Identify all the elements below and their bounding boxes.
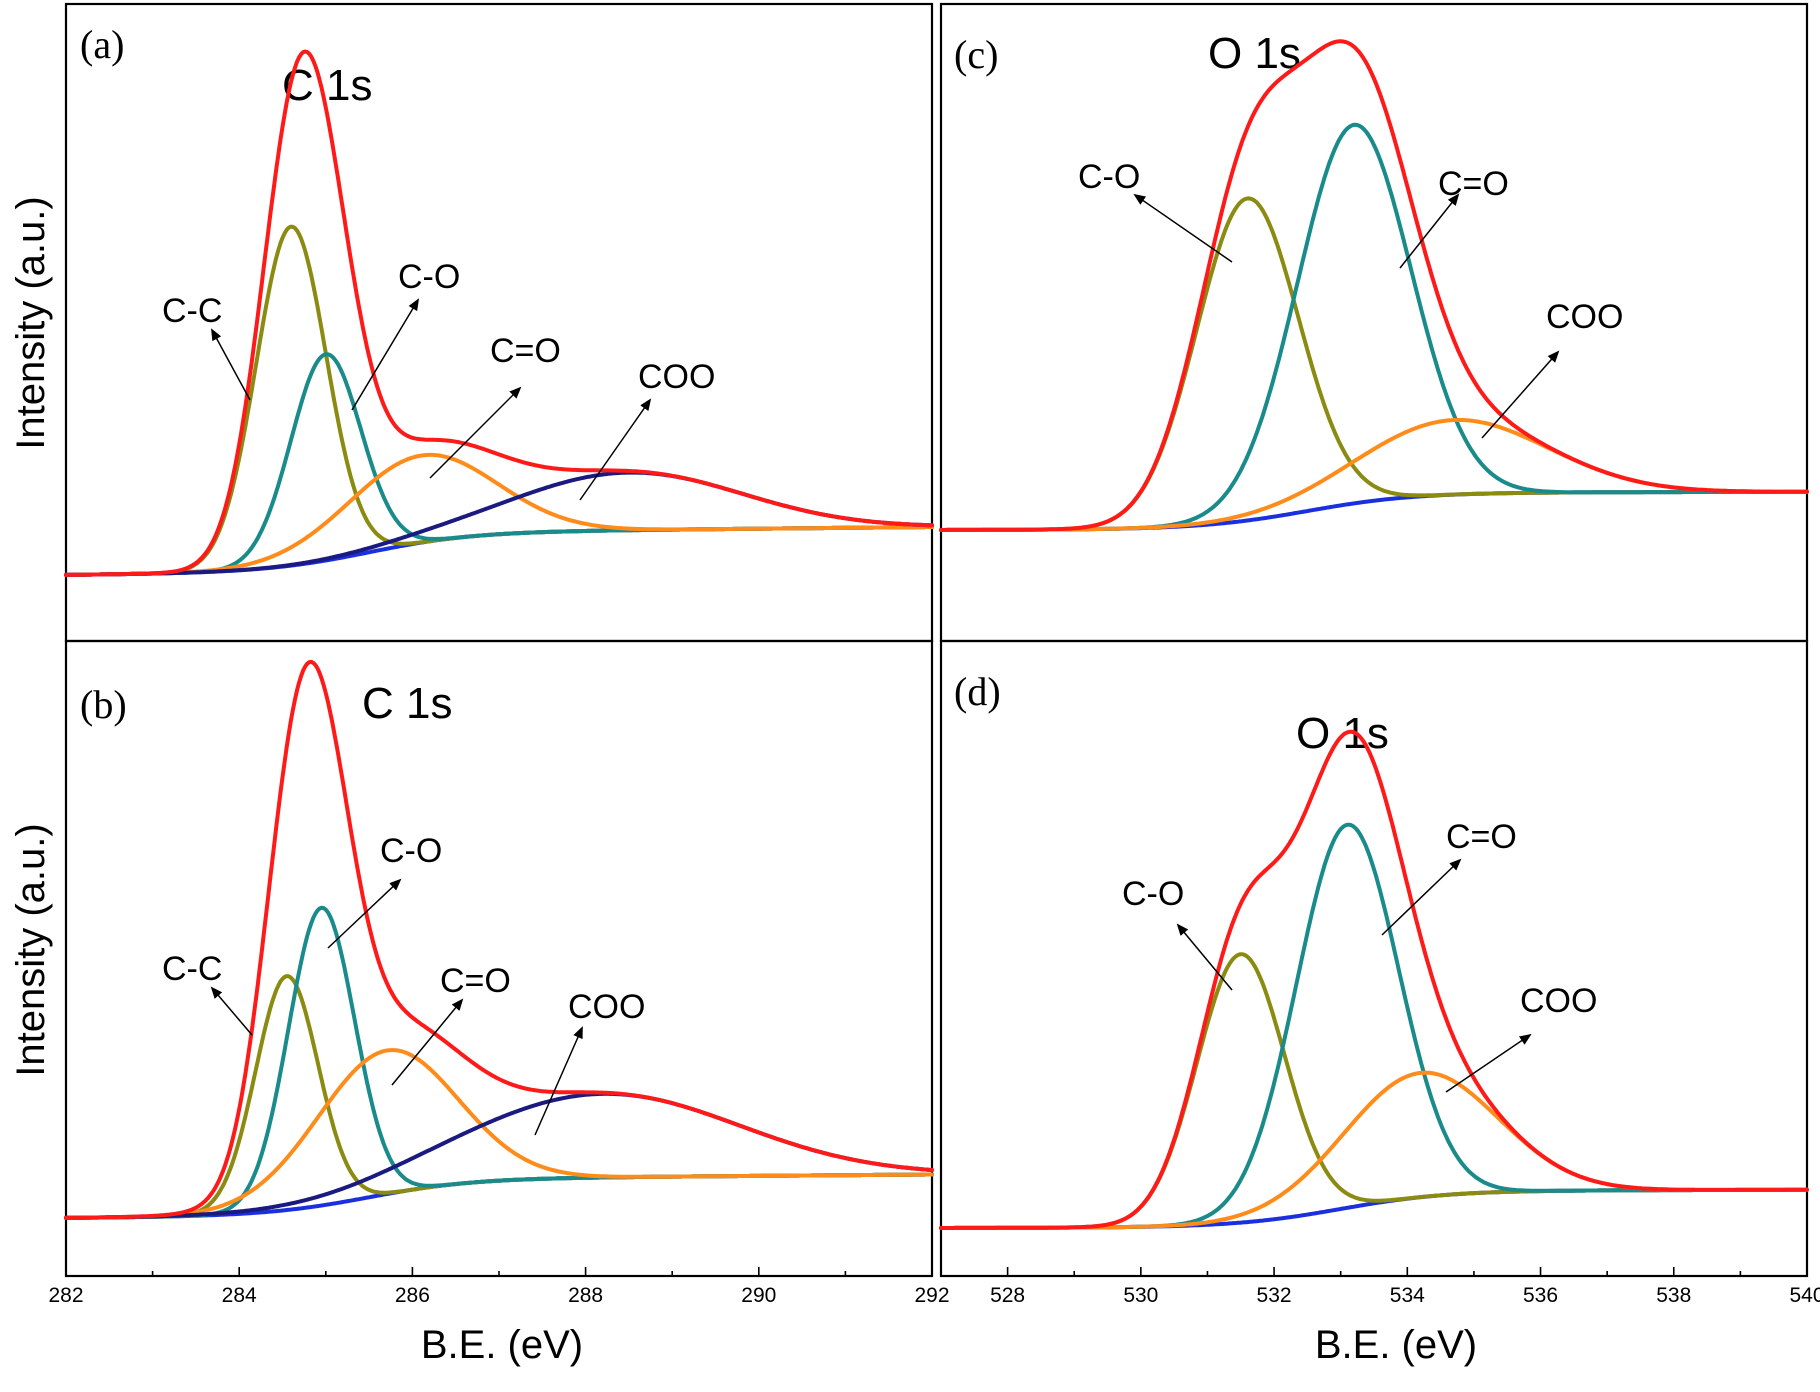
panel-a-label-c-c: C-C [162,292,222,330]
panel-d-annotations: C-O C=O COO [1122,818,1597,1093]
panel-a-curve-c-c [64,224,934,577]
panel-b-xtick-label-288: 288 [568,1284,603,1307]
panel-b-xtick-label-290: 290 [741,1284,776,1307]
panel-a-label-c-eq-o: C=O [490,332,561,370]
panel-a-arrow-coo [579,398,652,501]
panel-c-label-c-eq-o: C=O [1438,165,1509,203]
panel-b-curves [64,659,934,1220]
panel-d-arrow-coo [1445,1033,1532,1093]
panel-b-annotations: C-C C-O C=O COO [162,832,645,1136]
panel-a-curves [64,49,934,577]
panel-c-curve-c-eq-o [939,122,1809,532]
panel-a-label: (a) [80,22,124,67]
panel-d-xtick-label-534: 534 [1390,1284,1425,1307]
panel-d-frame [939,639,1809,1278]
panel-b-curve-coo [64,1091,934,1220]
panel-a-ylabel: Intensity (a.u.) [9,196,53,449]
panel-d-curve-background [939,1187,1809,1230]
panel-d-ticks: 528 530 532 534 536 538 540 [990,1267,1820,1307]
panel-c-curves [939,39,1809,532]
panel-c-label: (c) [954,32,998,77]
panel-c-annotations: C-O C=O COO [1078,158,1623,439]
panel-b-label-coo: COO [568,988,645,1026]
panel-a-curve-envelope [64,49,934,577]
panel-a-curve-c-o [64,352,934,577]
panel-c-curve-background [939,489,1809,532]
panel-b-label-c-c: C-C [162,950,222,988]
panel-d-xtick-label-532: 532 [1257,1284,1292,1307]
panel-b-ylabel: Intensity (a.u.) [9,823,53,1076]
panel-c-label-coo: COO [1546,298,1623,336]
panel-a-title: C 1s [282,61,372,110]
panel-c-arrow-c-eq-o [1399,193,1460,269]
panel-c-curve-c-o [939,196,1809,532]
panel-c-curve-envelope [939,39,1809,532]
panel-c-label-c-o: C-O [1078,158,1140,196]
panel-d-xtick-label-528: 528 [990,1284,1025,1307]
panel-d-xlabel: B.E. (eV) [1315,1323,1477,1367]
panel-b-arrow-c-c [210,986,253,1036]
panel-d-curve-c-eq-o [939,822,1809,1230]
panel-b-label-c-o: C-O [380,832,442,870]
panel-a-arrow-c-eq-o [429,386,522,479]
panel-c-title: O 1s [1208,29,1301,78]
panel-b-xtick-label-292: 292 [914,1284,949,1307]
panel-a-curve-coo [64,470,934,577]
panel-d-xtick-label-538: 538 [1656,1284,1691,1307]
panel-b-xtick-label-282: 282 [48,1284,83,1307]
panel-a-arrow-c-o [351,298,420,411]
panel-b-arrow-coo [534,1026,583,1136]
panel-b-label-c-eq-o: C=O [440,962,511,1000]
panel-d-xtick-label-530: 530 [1123,1284,1158,1307]
panel-d-curve-c-o [939,952,1809,1230]
panel-c-frame [939,2,1809,643]
panel-a-annotations: C-C C-O C=O COO [162,258,715,501]
panel-d-label-coo: COO [1520,982,1597,1020]
panel-d: (d) O 1s 528 530 532 534 536 538 540 B.E. (eV)… [939,639,1820,1367]
panel-b-arrow-c-o [327,878,402,949]
panel-b-curve-envelope [64,659,934,1220]
panel-a: (a) C 1s Intensity (a.u.) C-C C-O C=O CO… [9,2,934,643]
panel-d-arrow-c-o [1176,923,1233,991]
panel-d-curves [939,729,1809,1230]
panel-a-label-coo: COO [638,358,715,396]
panel-d-curve-envelope [939,729,1809,1230]
panel-c-arrow-coo [1481,350,1560,439]
panel-b-xtick-label-284: 284 [222,1284,257,1307]
panel-d-label: (d) [954,669,1001,714]
panel-b-label: (b) [80,682,127,727]
panel-d-xtick-label-540: 540 [1789,1284,1820,1307]
panel-b-arrow-c-eq-o [391,998,464,1086]
panel-c-curve-coo [939,417,1809,532]
panel-b-curve-c-eq-o [64,1048,934,1220]
panel-c: (c) O 1s C-O C=O COO [939,2,1809,643]
panel-d-arrow-c-eq-o [1381,858,1462,936]
panel-b-ticks: 282 284 286 288 290 292 [48,1267,950,1307]
panel-a-arrow-c-c [211,328,251,401]
panel-b: (b) C 1s Intensity (a.u.) 282 284 286 288 29… [9,639,950,1367]
panel-d-xtick-label-536: 536 [1523,1284,1558,1307]
panel-a-label-c-o: C-O [398,258,460,296]
panel-d-label-c-eq-o: C=O [1446,818,1517,856]
panel-b-xtick-label-286: 286 [395,1284,430,1307]
panel-a-curve-c-eq-o [64,452,934,577]
panel-b-title: C 1s [362,679,452,728]
panel-d-label-c-o: C-O [1122,875,1184,913]
panel-b-xlabel: B.E. (eV) [421,1323,583,1367]
panel-c-arrow-c-o [1133,193,1233,263]
